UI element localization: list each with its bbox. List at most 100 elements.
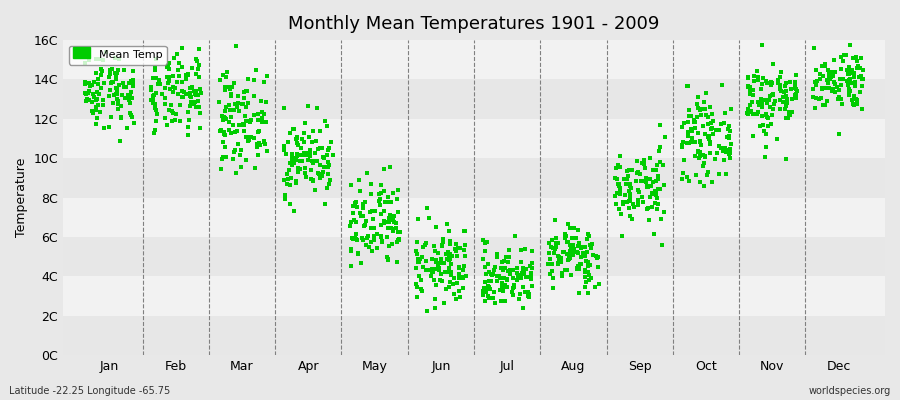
- Point: [490, 278, 504, 284]
- Point: [634, 194, 649, 200]
- Point: [479, 271, 493, 278]
- Point: [321, 147, 336, 154]
- Point: [226, 122, 240, 128]
- Point: [289, 178, 303, 184]
- Point: [612, 183, 626, 190]
- Point: [687, 119, 701, 125]
- Point: [323, 177, 338, 183]
- Point: [435, 278, 449, 284]
- Point: [317, 154, 331, 161]
- Point: [374, 182, 388, 188]
- Point: [455, 274, 470, 281]
- Point: [740, 110, 754, 116]
- Point: [574, 254, 589, 260]
- Point: [579, 258, 593, 264]
- Point: [701, 120, 716, 127]
- Point: [623, 183, 637, 189]
- Point: [743, 109, 758, 115]
- Point: [696, 162, 710, 169]
- Point: [630, 158, 644, 164]
- Point: [642, 216, 656, 223]
- Point: [591, 264, 606, 270]
- Point: [413, 256, 428, 263]
- Point: [449, 296, 464, 302]
- Point: [649, 177, 663, 184]
- Point: [764, 79, 778, 85]
- Point: [181, 131, 195, 138]
- Point: [827, 57, 842, 63]
- Point: [366, 216, 381, 222]
- Point: [183, 90, 197, 97]
- Point: [163, 86, 177, 92]
- Point: [778, 156, 793, 162]
- Point: [719, 134, 733, 141]
- Point: [641, 204, 655, 211]
- Point: [757, 128, 771, 134]
- Point: [507, 282, 521, 288]
- Point: [192, 62, 206, 68]
- Point: [813, 71, 827, 78]
- Point: [238, 118, 253, 124]
- Point: [326, 152, 340, 158]
- Point: [222, 118, 237, 125]
- Point: [585, 241, 599, 247]
- Point: [345, 234, 359, 241]
- Point: [517, 284, 531, 290]
- Point: [824, 69, 839, 75]
- Point: [806, 86, 821, 92]
- Point: [251, 152, 266, 158]
- Point: [570, 265, 584, 271]
- Point: [613, 152, 627, 159]
- Point: [480, 238, 494, 245]
- Point: [551, 260, 565, 267]
- Point: [497, 258, 511, 264]
- Point: [694, 141, 708, 148]
- Point: [109, 90, 123, 97]
- Point: [770, 80, 785, 87]
- Point: [575, 244, 590, 250]
- Point: [296, 150, 310, 156]
- Point: [491, 273, 505, 279]
- Point: [641, 184, 655, 190]
- Point: [368, 208, 382, 214]
- Point: [481, 292, 495, 299]
- Point: [302, 153, 317, 160]
- Point: [854, 73, 868, 79]
- Point: [455, 285, 470, 291]
- Point: [148, 106, 163, 113]
- Point: [712, 126, 726, 133]
- Point: [580, 289, 595, 296]
- Point: [649, 166, 663, 173]
- Point: [583, 244, 598, 251]
- Point: [620, 172, 634, 179]
- Point: [478, 239, 492, 246]
- Point: [229, 43, 243, 49]
- Point: [166, 83, 181, 90]
- Point: [124, 112, 139, 119]
- Point: [756, 122, 770, 128]
- Point: [693, 153, 707, 159]
- Point: [123, 93, 138, 99]
- Point: [256, 79, 271, 86]
- Point: [381, 256, 395, 262]
- Point: [498, 264, 512, 271]
- Point: [788, 95, 803, 101]
- Point: [90, 102, 104, 108]
- Point: [415, 288, 429, 294]
- Point: [218, 86, 232, 93]
- Point: [450, 253, 464, 259]
- Point: [426, 269, 440, 275]
- Point: [640, 206, 654, 212]
- Point: [567, 246, 581, 252]
- Point: [698, 112, 713, 119]
- Point: [483, 271, 498, 278]
- Point: [742, 84, 757, 91]
- Point: [283, 130, 297, 136]
- Point: [213, 126, 228, 133]
- Point: [103, 67, 117, 74]
- Point: [125, 94, 140, 101]
- Point: [109, 76, 123, 82]
- Point: [573, 244, 588, 251]
- Point: [111, 66, 125, 73]
- Point: [444, 269, 458, 276]
